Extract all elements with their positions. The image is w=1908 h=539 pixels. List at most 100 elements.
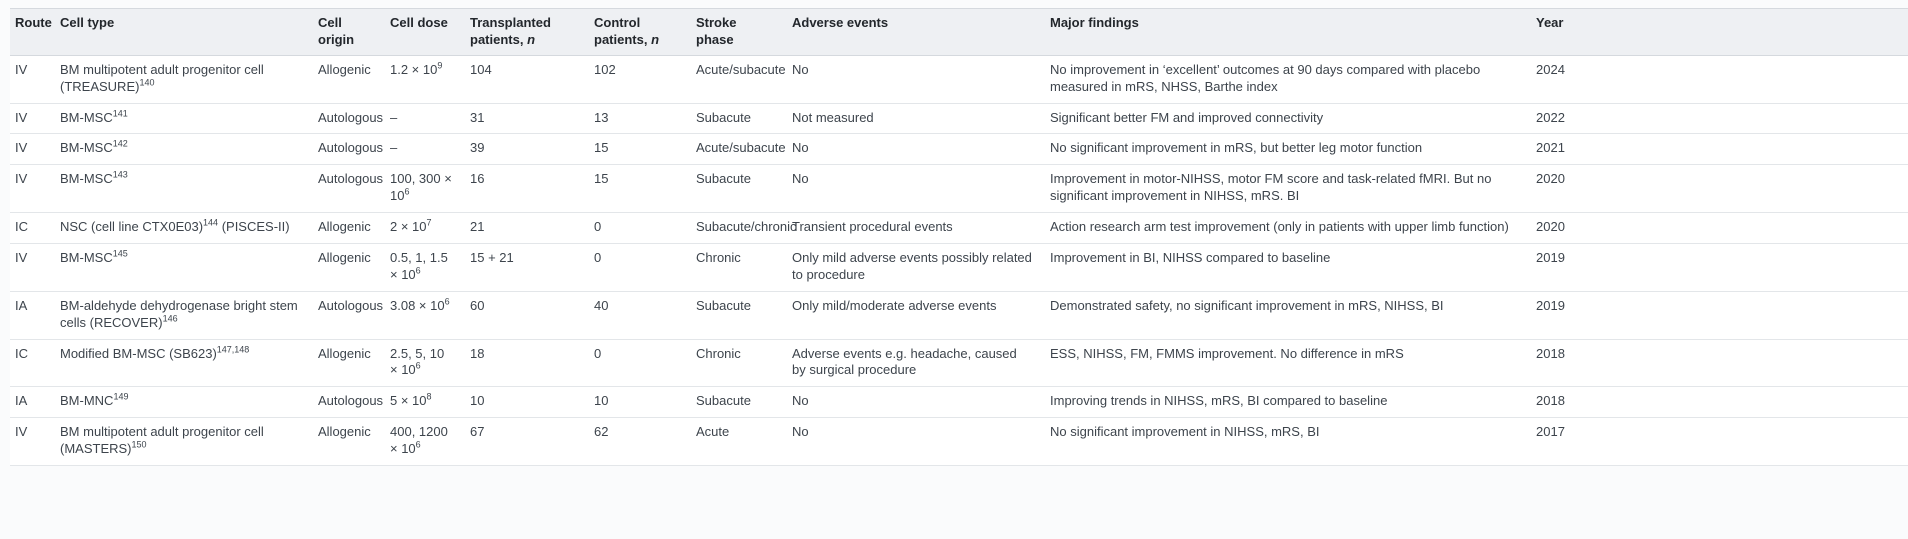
cell-stroke-phase: Acute <box>696 424 730 440</box>
cell-dose: 2.5, 5, 10 × 106 <box>390 339 470 387</box>
cell-control: 0 <box>594 250 602 266</box>
cell-type: BM-MSC143 <box>60 165 318 213</box>
trial-row: IV BM-MSC142 Autologous –39 15 Acute/subacute… <box>10 134 1908 165</box>
cell-transplanted: 16 <box>470 171 485 187</box>
trial-row: IA BM-aldehyde dehydrogenase bright stem … <box>10 291 1908 340</box>
trial-row: IC Modified BM-MSC (SB623)147,148 Allogeni… <box>10 339 1908 387</box>
cell-route: IV <box>15 171 28 187</box>
cell-type-text: BM multipotent adult progenitor cell (MA… <box>60 424 264 457</box>
cell-origin: Allogenic <box>318 219 371 235</box>
cell-route: IV <box>15 109 28 125</box>
cell-adverse: No <box>792 393 809 409</box>
cell-origin: Autologous <box>318 297 384 313</box>
cell-year: 2024 <box>1536 61 1565 77</box>
cell-type: BM-MSC141 <box>60 103 318 134</box>
cell-stroke-phase: Acute/subacute <box>696 140 786 156</box>
cell-type-text: BM-aldehyde dehydrogenase bright stem ce… <box>60 297 298 330</box>
column-header-adverse: Adverse events <box>792 8 1050 56</box>
column-header-label: Year <box>1536 15 1564 30</box>
cell-stroke-phase: Chronic <box>696 345 741 361</box>
column-header-findings: Major findings <box>1050 8 1536 56</box>
cell-route: IA <box>15 297 28 313</box>
cell-dose: 400, 1200 × 106 <box>390 418 470 466</box>
cell-dose: 5 × 108 <box>390 387 470 418</box>
cell-control: 10 <box>594 393 609 409</box>
reference-superscript: 149 <box>113 392 129 403</box>
cell-dose: 100, 300 × 106 <box>390 165 470 213</box>
cell-findings: Demonstrated safety, no significant impr… <box>1050 297 1444 313</box>
cell-origin: Autologous <box>318 393 384 409</box>
cell-control: 102 <box>594 61 616 77</box>
cell-findings: No significant improvement in mRS, but b… <box>1050 140 1423 156</box>
reference-superscript: 143 <box>112 170 128 181</box>
cell-control: 13 <box>594 109 609 125</box>
cell-origin: Allogenic <box>318 345 371 361</box>
column-header-label: Major findings <box>1050 15 1139 30</box>
cell-adverse: No <box>792 61 809 77</box>
column-header-label: Cell dose <box>390 15 448 30</box>
cell-year: 2019 <box>1536 297 1565 313</box>
cell-adverse: Only mild adverse events possibly relate… <box>792 250 1032 282</box>
cell-type-text: BM-MSC <box>60 250 113 266</box>
dose-value: 0.5, 1, 1.5 × 10 <box>390 250 448 282</box>
cell-adverse: Not measured <box>792 109 874 125</box>
cell-findings: Improvement in motor-NIHSS, motor FM sco… <box>1050 171 1492 204</box>
cell-route: IC <box>15 345 28 361</box>
dose-exponent: 8 <box>426 392 432 403</box>
cell-transplanted: 18 <box>470 345 485 361</box>
cell-control: 15 <box>594 171 609 187</box>
cell-origin: Autologous <box>318 140 384 156</box>
reference-superscript: 150 <box>131 439 147 450</box>
table-wrapper: Route Cell type Cell origin Cell dose Transp… <box>10 8 1908 467</box>
cell-year: 2018 <box>1536 345 1565 361</box>
cell-dose: – <box>390 134 470 165</box>
cell-control: 0 <box>594 345 602 361</box>
cell-stroke-phase: Subacute <box>696 393 751 409</box>
reference-superscript: 142 <box>112 139 128 150</box>
cell-adverse: Adverse events e.g. headache, caused by … <box>792 345 1017 378</box>
cell-type: BM-MSC142 <box>60 134 318 165</box>
column-header-cell_type: Cell type <box>60 8 318 56</box>
dose-value: – <box>390 109 398 125</box>
cell-stroke-phase: Subacute <box>696 109 751 125</box>
cell-type-text: (PISCES-II) <box>218 219 290 235</box>
column-header-label: Stroke phase <box>696 15 737 47</box>
trial-row: IA BM-MNC149 Autologous 5 × 108 10 10 Subacute… <box>10 387 1908 418</box>
cell-year: 2020 <box>1536 171 1565 187</box>
column-header-label: Control patients, <box>594 15 648 47</box>
cell-type-text: BM-MSC <box>60 109 113 125</box>
cell-stroke-phase: Chronic <box>696 250 741 266</box>
clinical-trials-table: Route Cell type Cell origin Cell dose Transp… <box>10 8 1908 467</box>
cell-origin: Autologous <box>318 109 384 125</box>
cell-adverse: Only mild/moderate adverse events <box>792 297 997 313</box>
dose-exponent: 6 <box>415 265 421 276</box>
dose-exponent: 6 <box>415 361 421 372</box>
column-header-transplanted: Transplanted patients, n <box>470 8 594 56</box>
cell-dose: 3.08 × 106 <box>390 291 470 339</box>
cell-transplanted: 31 <box>470 109 485 125</box>
trial-row: IV BM multipotent adult progenitor cell (… <box>10 418 1908 466</box>
cell-dose: 2 × 107 <box>390 213 470 244</box>
cell-transplanted: 39 <box>470 140 485 156</box>
cell-adverse: No <box>792 140 809 156</box>
cell-year: 2021 <box>1536 140 1565 156</box>
cell-type: BM-MSC145 <box>60 244 318 292</box>
column-header-cell_origin: Cell origin <box>318 8 390 56</box>
dose-exponent: 6 <box>444 296 450 307</box>
column-header-route: Route <box>10 8 60 56</box>
cell-type: BM-MNC149 <box>60 387 318 418</box>
cell-year: 2017 <box>1536 424 1565 440</box>
table-body: IV BM multipotent adult progenitor cell (… <box>10 55 1908 466</box>
dose-value: – <box>390 140 398 156</box>
cell-type-text: BM-MSC <box>60 171 113 187</box>
cell-control: 40 <box>594 297 609 313</box>
cell-findings: No significant improvement in NIHSS, mRS… <box>1050 424 1320 440</box>
dose-exponent: 6 <box>415 439 421 450</box>
cell-type-text: BM multipotent adult progenitor cell (TR… <box>60 61 264 94</box>
cell-year: 2019 <box>1536 250 1565 266</box>
cell-control: 0 <box>594 219 602 235</box>
reference-superscript: 144 <box>203 217 219 228</box>
cell-control: 62 <box>594 424 609 440</box>
cell-stroke-phase: Subacute <box>696 171 751 187</box>
cell-origin: Allogenic <box>318 250 371 266</box>
